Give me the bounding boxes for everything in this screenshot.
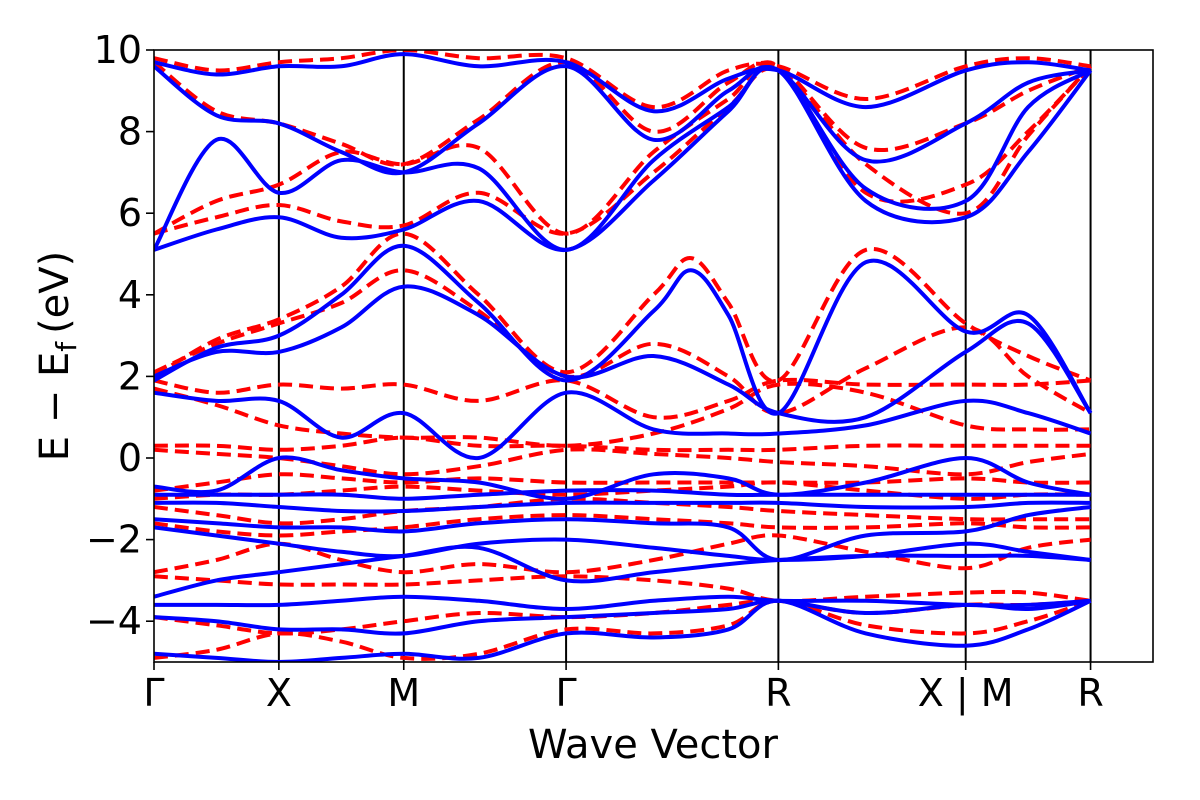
band-dashed-10 [154,381,1091,448]
band-dashed-17 [154,50,1091,110]
band-dashed-15 [154,60,1093,236]
y-tick-label-1: −2 [86,518,142,562]
band-dashed-12 [154,268,1092,416]
band-solid-12 [154,65,1093,252]
band-solid-5 [154,505,1091,563]
band-solid-10 [154,284,1093,424]
band-dashed-11 [154,377,1091,420]
band-solid-9 [154,390,1092,461]
band-solid-13 [154,65,1092,252]
band-solid-15 [154,52,1091,114]
x-tick-label-1: X [266,671,292,715]
y-tick-label-4: 4 [118,273,142,317]
band-solid-6 [154,500,1091,514]
x-tick-label-4: R [765,671,791,715]
x-tick-label-5: X | M [918,671,1014,716]
y-tick-label-0: −4 [86,599,142,643]
band-dashed-6 [154,480,1091,501]
x-axis-label: Wave Vector [528,722,779,768]
y-axis-label: E − Ef (eV) [32,251,83,462]
band-solid-14 [154,64,1091,176]
y-axis-ticks: −4 −2 0 2 4 6 8 10 [86,28,154,643]
x-axis-ticks: Γ X M Γ R X | M R [143,662,1104,716]
band-dashed-0 [154,598,1092,661]
y-tick-label-2: 0 [118,436,142,480]
band-solid-3 [154,544,1091,599]
band-dashed-9 [154,435,1091,453]
band-solid-7 [154,488,1091,501]
band-dashed-3 [154,533,1091,575]
band-solid-4 [154,525,1091,562]
band-dashed-8 [154,447,1091,477]
band-solid-8 [154,455,1091,501]
y-axis-label-main: E − E [32,352,78,462]
x-tick-label-2: M [387,671,420,715]
x-tick-label-3: Γ [556,671,577,715]
y-tick-label-7: 10 [94,28,142,72]
y-tick-label-5: 6 [118,191,142,235]
band-dashed-4 [154,513,1091,538]
y-axis-label-subscript: f [50,341,83,352]
band-dashed-13 [154,231,1092,384]
band-dashed-16 [154,60,1092,167]
band-solid-1 [154,598,1091,636]
y-tick-label-3: 2 [118,354,142,398]
band-solid-2 [154,594,1091,611]
band-solid-0 [154,598,1092,662]
band-solid-11 [154,243,1093,416]
x-tick-label-6: R [1077,671,1103,715]
y-axis-label-unit: (eV) [32,251,78,334]
plot-frame [153,49,1154,663]
band-dashed-5 [154,496,1091,526]
band-dashed-14 [154,64,1093,236]
x-tick-label-0: Γ [143,671,164,715]
bands-layer [154,50,1093,662]
y-tick-label-6: 8 [118,110,142,154]
